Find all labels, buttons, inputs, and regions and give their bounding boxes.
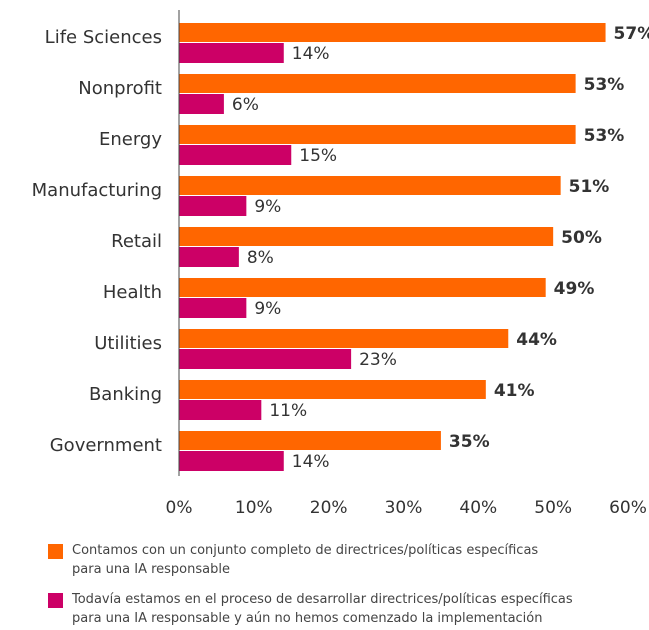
data-label-series-b-banking: 11%: [269, 401, 307, 421]
legend-item-series-a: Contamos con un conjunto completo de dir…: [48, 541, 612, 579]
category-label-retail: Retail: [111, 231, 162, 252]
bar-series-b-health: [179, 298, 247, 318]
bar-series-a-manufacturing: [179, 176, 561, 195]
bar-series-b-banking: [179, 400, 262, 420]
bar-series-a-retail: [179, 227, 554, 246]
data-label-series-a-health: 49%: [554, 279, 595, 299]
bar-series-b-nonprofit: [179, 94, 224, 114]
legend-label-series-a-line-1: Contamos con un conjunto completo de dir…: [72, 543, 539, 558]
legend-item-series-b: Todavía estamos en el proceso de desarro…: [48, 590, 612, 628]
bar-series-a-nonprofit: [179, 74, 576, 93]
data-label-series-a-retail: 50%: [561, 228, 602, 248]
x-tick-label-40: 40%: [459, 498, 497, 518]
x-tick-label-0: 0%: [166, 498, 193, 518]
data-label-series-a-life-sciences: 57%: [614, 24, 649, 44]
data-label-series-b-manufacturing: 9%: [254, 197, 281, 217]
bar-series-a-life-sciences: [179, 23, 606, 42]
legend-label-series-b-line-1: Todavía estamos en el proceso de desarro…: [72, 592, 573, 607]
bar-series-a-utilities: [179, 329, 509, 348]
bar-chart: Life Sciences 57% 14% Nonprofit 53% 6% Energy 5…: [32, 10, 649, 518]
bar-series-b-retail: [179, 247, 239, 267]
bar-series-a-government: [179, 431, 441, 450]
legend-swatch-series-a: [48, 544, 63, 559]
legend-label-series-b-line-2: para una IA responsable y aún no hemos c…: [72, 611, 543, 626]
data-label-series-b-government: 14%: [292, 452, 330, 472]
data-label-series-a-utilities: 44%: [516, 330, 557, 350]
data-label-series-a-government: 35%: [449, 432, 490, 452]
data-label-series-a-energy: 53%: [584, 126, 625, 146]
data-label-series-a-manufacturing: 51%: [569, 177, 610, 197]
legend-label-series-a-line-2: para una IA responsable: [72, 562, 230, 577]
data-label-series-b-energy: 15%: [299, 146, 337, 166]
bar-series-b-manufacturing: [179, 196, 247, 216]
data-label-series-b-retail: 8%: [247, 248, 274, 268]
data-label-series-b-health: 9%: [254, 299, 281, 319]
legend-swatch-series-b: [48, 593, 63, 608]
data-label-series-a-banking: 41%: [494, 381, 535, 401]
category-label-energy: Energy: [99, 129, 162, 150]
category-label-manufacturing: Manufacturing: [32, 180, 162, 201]
bar-series-a-energy: [179, 125, 576, 144]
legend-label-series-b: Todavía estamos en el proceso de desarro…: [72, 590, 612, 628]
data-label-series-a-nonprofit: 53%: [584, 75, 625, 95]
category-label-utilities: Utilities: [94, 333, 162, 354]
category-label-government: Government: [50, 435, 162, 456]
bar-series-a-health: [179, 278, 546, 297]
x-tick-label-20: 20%: [310, 498, 348, 518]
category-label-life-sciences: Life Sciences: [45, 27, 162, 48]
bar-series-b-energy: [179, 145, 292, 165]
x-tick-label-50: 50%: [534, 498, 572, 518]
bar-series-b-life-sciences: [179, 43, 284, 63]
bar-series-b-government: [179, 451, 284, 471]
data-label-series-b-nonprofit: 6%: [232, 95, 259, 115]
category-label-banking: Banking: [89, 384, 162, 405]
bar-series-b-utilities: [179, 349, 352, 369]
legend-label-series-a: Contamos con un conjunto completo de dir…: [72, 541, 612, 579]
x-tick-label-60: 60%: [609, 498, 647, 518]
data-label-series-b-utilities: 23%: [359, 350, 397, 370]
data-label-series-b-life-sciences: 14%: [292, 44, 330, 64]
category-label-nonprofit: Nonprofit: [78, 78, 162, 99]
category-label-health: Health: [103, 282, 162, 303]
x-tick-label-10: 10%: [235, 498, 273, 518]
x-tick-label-30: 30%: [385, 498, 423, 518]
bar-series-a-banking: [179, 380, 486, 399]
